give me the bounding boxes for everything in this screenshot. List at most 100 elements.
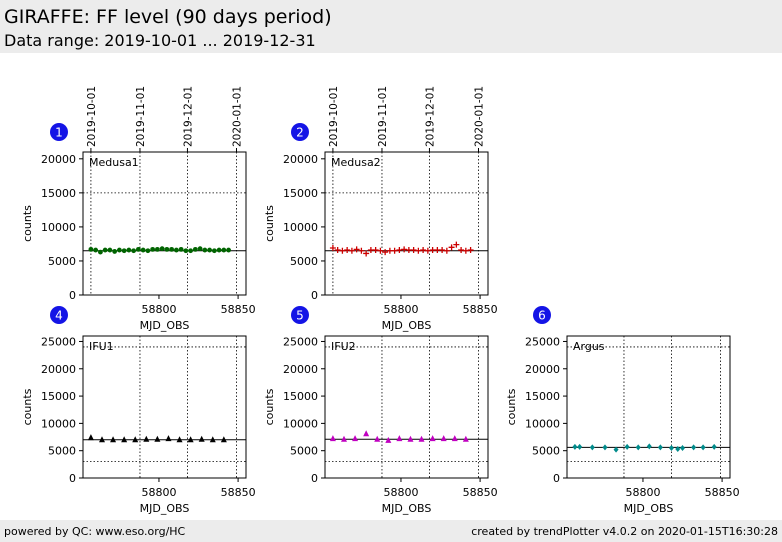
panel-label: IFU1	[89, 340, 114, 353]
y-axis-label: counts	[21, 205, 34, 242]
data-point	[396, 247, 403, 254]
data-point	[226, 247, 231, 253]
x-tick-label: 58800	[383, 486, 418, 499]
data-point	[209, 436, 216, 443]
x-axis-label: MJD_OBS	[382, 502, 432, 515]
data-point	[98, 436, 105, 443]
data-point	[145, 248, 151, 254]
data-point	[668, 444, 674, 451]
chart-panel-2: 2 0 5000 10000 15000 20000 58800 58850 2019-10-0…	[263, 86, 498, 332]
y-tick-label: 20000	[41, 363, 76, 376]
data-point	[187, 436, 194, 443]
data-point	[646, 443, 652, 450]
y-tick-label: 5000	[48, 445, 76, 458]
y-tick-label: 20000	[525, 363, 560, 376]
data-point	[140, 247, 146, 253]
data-point	[112, 249, 118, 254]
data-point	[216, 247, 222, 253]
panel-label: Argus	[573, 340, 605, 353]
data-point	[415, 247, 422, 254]
data-point	[126, 247, 132, 253]
data-point	[391, 247, 398, 254]
data-point	[207, 247, 213, 253]
x-tick-label: 58850	[221, 303, 256, 316]
data-point	[192, 246, 198, 252]
chart-panel-1: 1 0 5000 10000 15000 20000 58800 58850 2019-10-0…	[21, 86, 256, 332]
data-point	[624, 443, 630, 450]
y-tick-label: 15000	[41, 390, 76, 403]
date-tick-label: 2020-01-01	[474, 86, 486, 147]
chart-panel-5: 5 0 5000 10000 15000 20000 25000 58800 58850 MJD_…	[263, 306, 498, 515]
data-point	[410, 247, 417, 254]
data-point	[374, 435, 381, 442]
y-tick-label: 25000	[525, 335, 560, 348]
chart-panel-6: 6 0 5000 10000 15000 20000 25000 58800 58850 MJD_…	[505, 306, 740, 515]
data-point	[329, 245, 336, 252]
data-point	[339, 247, 346, 254]
data-point	[353, 246, 360, 253]
data-point	[462, 247, 469, 254]
plot-frame	[82, 151, 247, 296]
data-point	[178, 246, 184, 252]
data-point	[407, 435, 414, 442]
data-point	[165, 435, 172, 442]
y-tick-label: 0	[311, 289, 318, 302]
y-tick-label: 10000	[41, 221, 76, 234]
data-point	[344, 247, 351, 254]
data-point	[93, 247, 99, 253]
y-axis-label: counts	[263, 205, 276, 242]
y-tick-label: 0	[553, 472, 560, 485]
data-point	[183, 248, 189, 254]
data-point	[572, 443, 578, 450]
data-point	[340, 435, 347, 442]
data-point	[98, 249, 103, 255]
data-point	[221, 247, 227, 253]
data-point	[132, 436, 139, 443]
y-tick-label: 20000	[41, 153, 76, 166]
data-point	[87, 434, 94, 441]
y-tick-label: 5000	[290, 255, 318, 268]
y-tick-label: 10000	[283, 417, 318, 430]
y-axis-label: counts	[21, 388, 34, 425]
data-point	[176, 436, 183, 443]
panel-badge	[50, 123, 68, 141]
report-header: GIRAFFE: FF level (90 days period) Data …	[0, 0, 782, 53]
y-tick-label: 15000	[283, 390, 318, 403]
data-point	[107, 247, 113, 253]
data-point	[131, 248, 137, 254]
data-point	[602, 444, 608, 451]
data-point	[102, 247, 108, 253]
x-tick-label: 58850	[221, 486, 256, 499]
plot-frame	[324, 151, 489, 296]
x-tick-label: 58800	[383, 303, 418, 316]
data-point	[467, 247, 474, 254]
data-point	[334, 247, 341, 254]
date-tick-label: 2020-01-01	[232, 86, 244, 147]
y-tick-label: 15000	[41, 187, 76, 200]
panel-badge-number: 1	[55, 126, 63, 140]
data-point	[202, 247, 208, 253]
y-axis-label: counts	[505, 388, 518, 425]
x-axis-label: MJD_OBS	[624, 502, 674, 515]
data-point	[377, 247, 384, 254]
report-footer: powered by QC: www.eso.org/HC created by…	[0, 520, 782, 542]
data-point	[150, 246, 156, 252]
data-point	[110, 436, 117, 443]
y-tick-label: 15000	[283, 187, 318, 200]
data-point	[439, 247, 446, 254]
data-point	[358, 247, 365, 254]
x-tick-label: 58800	[141, 303, 176, 316]
x-tick-label: 58850	[463, 486, 498, 499]
panel-badge	[291, 123, 309, 141]
data-point	[635, 444, 641, 451]
footer-timestamp: created by trendPlotter v4.0.2 on 2020-0…	[471, 525, 778, 538]
x-tick-label: 58850	[463, 303, 498, 316]
date-tick-label: 2019-11-01	[135, 86, 147, 147]
data-point	[680, 444, 686, 451]
y-tick-label: 20000	[283, 363, 318, 376]
data-point	[577, 443, 583, 450]
plot-frame	[324, 335, 489, 479]
data-point	[220, 436, 227, 443]
x-axis-label: MJD_OBS	[140, 502, 190, 515]
